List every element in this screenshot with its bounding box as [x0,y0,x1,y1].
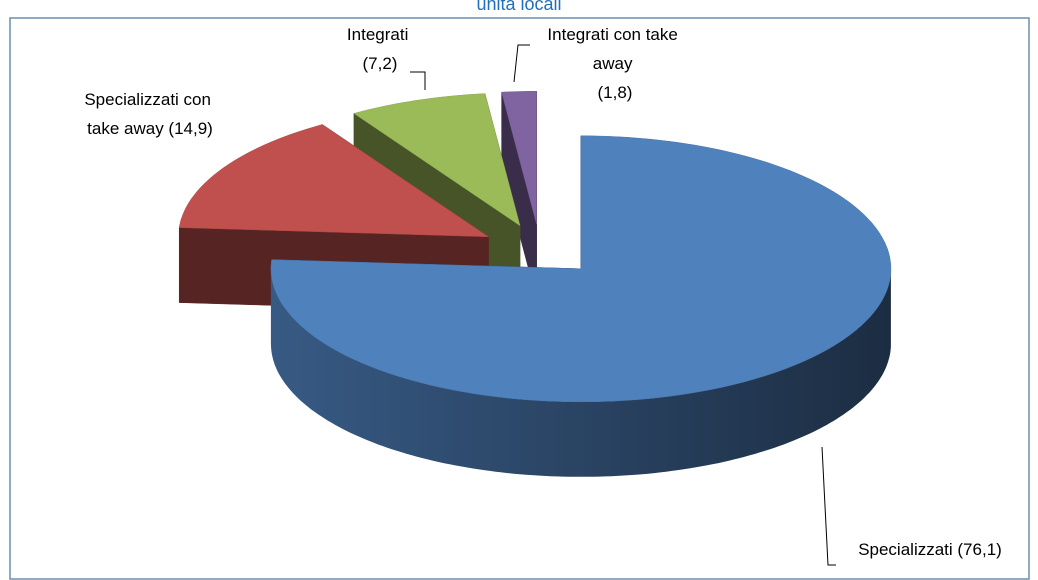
data-label: Integrati con take away (1,8) [547,25,682,102]
leader-line [821,446,836,566]
leader-line [410,71,426,90]
slice-top [178,124,490,238]
data-label: Specializzati con take away (14,9) [84,90,215,138]
data-label: Integrati (7,2) [347,25,413,73]
pie-slice [270,135,892,477]
chart-title: unità locali [476,0,561,14]
leader-line [513,44,530,83]
data-label: Specializzati (76,1) [858,540,1002,559]
slice-top [353,93,521,227]
slice-top [501,91,537,225]
slice-top [270,135,892,403]
slice-side [270,268,891,477]
